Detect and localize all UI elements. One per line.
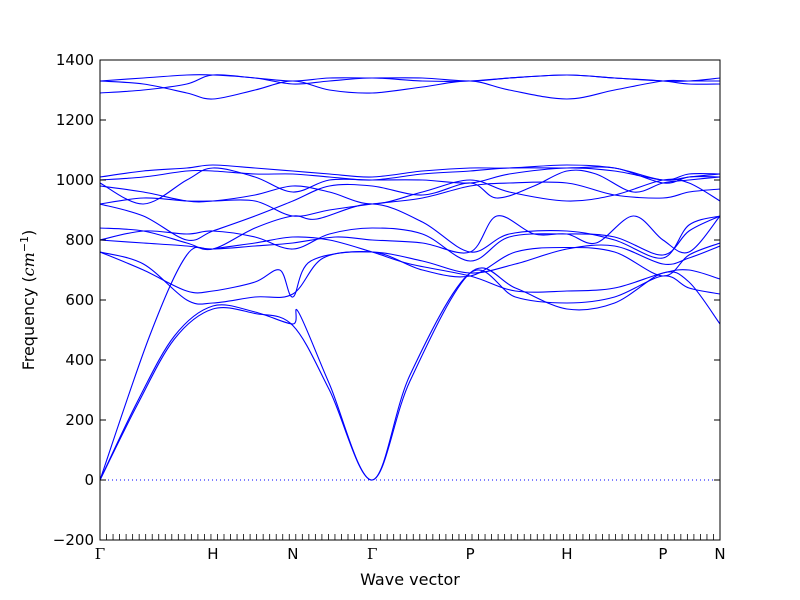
y-tick-label: 600 bbox=[65, 291, 94, 309]
y-axis: −200 0 200 400 600 800 1000 1200 1400 bbox=[53, 51, 720, 549]
band-line-5 bbox=[100, 244, 720, 305]
band-line-12 bbox=[100, 167, 720, 205]
band-line-9 bbox=[100, 181, 720, 217]
band-line-8 bbox=[100, 203, 720, 259]
plot-frame bbox=[99, 59, 721, 541]
y-tick-label: 200 bbox=[65, 411, 94, 429]
band-line-10 bbox=[100, 169, 720, 242]
y-tick-label: −200 bbox=[53, 531, 94, 549]
x-tick-label: N bbox=[714, 545, 725, 563]
y-axis-label-main: Frequency ( bbox=[19, 276, 38, 370]
y-tick-label: 1200 bbox=[56, 111, 94, 129]
y-tick-label: 400 bbox=[65, 351, 94, 369]
x-tick-label: N bbox=[287, 545, 298, 563]
y-tick-label: 1400 bbox=[56, 51, 94, 69]
band-line-3 bbox=[100, 236, 720, 481]
y-axis-label-exp: −1 bbox=[18, 236, 31, 252]
band-line-6 bbox=[100, 215, 720, 254]
x-tick-label: P bbox=[466, 545, 475, 563]
band-line-1 bbox=[100, 267, 720, 481]
x-tick-label: Γ bbox=[95, 545, 105, 563]
band-line-4 bbox=[100, 242, 720, 298]
x-tick-label: P bbox=[658, 545, 667, 563]
phonon-bands bbox=[100, 74, 720, 481]
x-tick-label: Γ bbox=[367, 545, 377, 563]
band-line-13 bbox=[100, 166, 720, 184]
band-line-17 bbox=[100, 74, 720, 85]
x-tick-label: H bbox=[561, 545, 572, 563]
y-axis-label: Frequency (cm−1) bbox=[18, 230, 38, 371]
band-line-15 bbox=[100, 74, 720, 94]
band-line-7 bbox=[100, 215, 720, 262]
band-line-14 bbox=[100, 164, 720, 181]
band-line-11 bbox=[100, 178, 720, 205]
x-tick-label: H bbox=[207, 545, 218, 563]
y-tick-label: 800 bbox=[65, 231, 94, 249]
band-line-16 bbox=[100, 79, 720, 100]
y-axis-label-close: ) bbox=[19, 230, 38, 236]
band-line-2 bbox=[100, 269, 720, 481]
y-tick-label: 0 bbox=[84, 471, 94, 489]
y-tick-label: 1000 bbox=[56, 171, 94, 189]
x-axis-label: Wave vector bbox=[360, 570, 460, 589]
y-axis-label-unit: cm bbox=[19, 252, 38, 276]
